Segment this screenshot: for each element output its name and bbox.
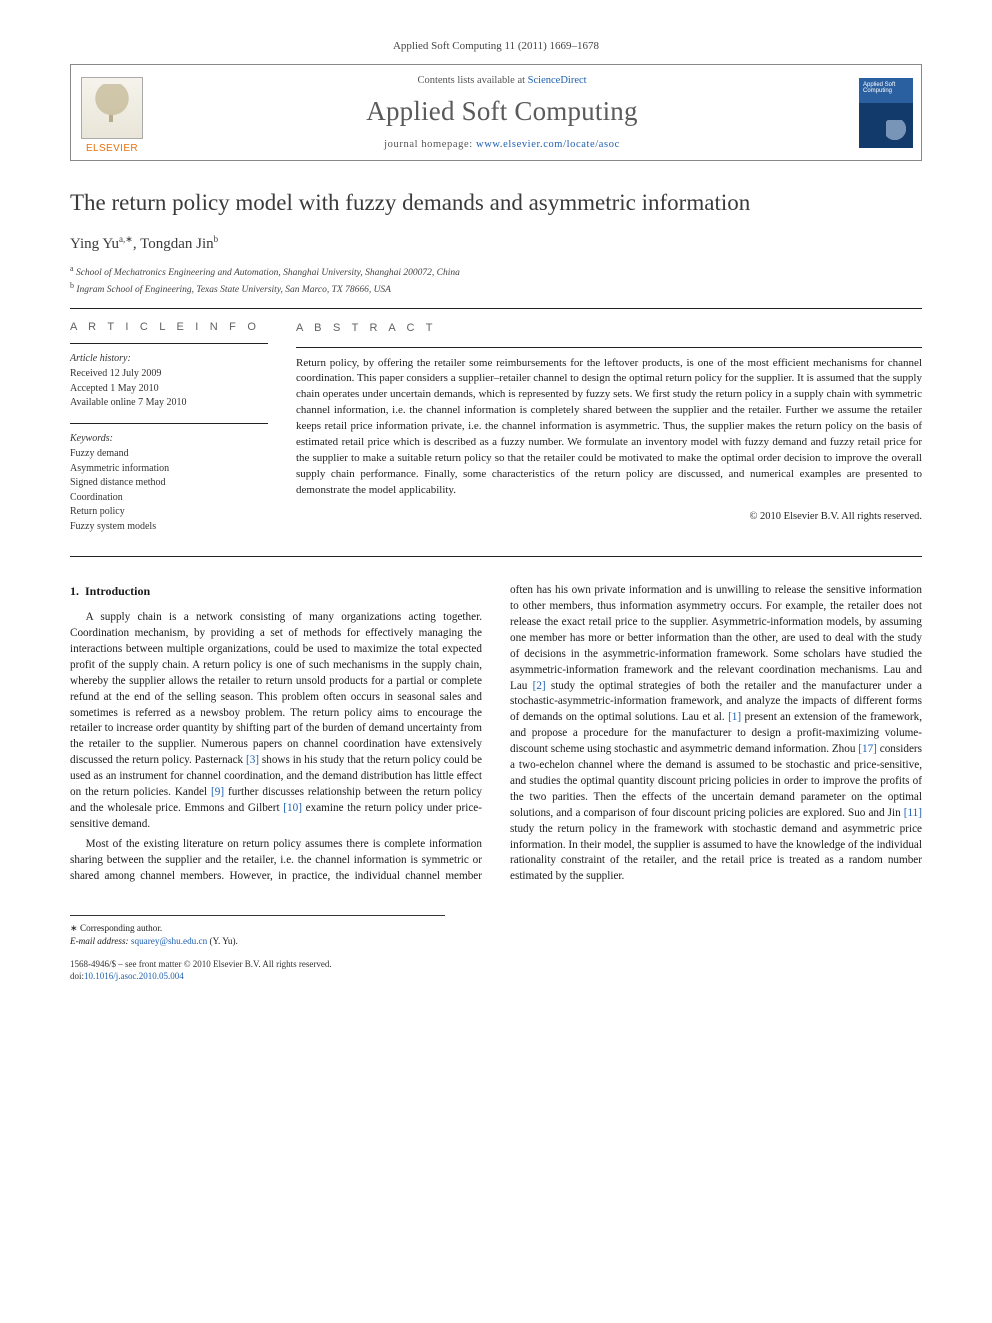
keywords-label: Keywords:: [70, 432, 268, 447]
text-run: A supply chain is a network consisting o…: [70, 611, 482, 766]
aff-b-text: Ingram School of Engineering, Texas Stat…: [74, 285, 391, 295]
affiliations: a School of Mechatronics Engineering and…: [70, 263, 922, 298]
keyword: Return policy: [70, 505, 268, 520]
publisher-label: ELSEVIER: [86, 143, 138, 154]
history-line: Accepted 1 May 2010: [70, 382, 268, 397]
cover-text: Applied Soft Computing: [863, 82, 909, 95]
footnotes: ∗ Corresponding author. E-mail address: …: [70, 915, 445, 948]
publisher-block: ELSEVIER: [71, 65, 153, 160]
doi-line: doi:10.1016/j.asoc.2010.05.004: [70, 970, 922, 983]
journal-cover-icon: Applied Soft Computing: [859, 78, 913, 148]
info-rule-2: [70, 423, 268, 424]
citation-link[interactable]: [1]: [728, 711, 741, 723]
front-matter-line: 1568-4946/$ – see front matter © 2010 El…: [70, 958, 922, 971]
article-info: A R T I C L E I N F O Article history: R…: [70, 321, 268, 547]
keyword: Asymmetric information: [70, 462, 268, 477]
rule-bottom: [70, 556, 922, 557]
author-sep: ,: [133, 236, 140, 252]
journal-header: ELSEVIER Contents lists available at Sci…: [70, 64, 922, 161]
header-center: Contents lists available at ScienceDirec…: [153, 65, 851, 160]
author-2: Tongdan Jin: [140, 236, 214, 252]
citation-link[interactable]: [11]: [904, 807, 922, 819]
history-label: Article history:: [70, 352, 268, 367]
abstract-heading: A B S T R A C T: [296, 321, 922, 337]
citation-link[interactable]: [17]: [858, 743, 877, 755]
section-number: 1.: [70, 584, 79, 598]
info-rule-1: [70, 343, 268, 344]
text-run: study the return policy in the framework…: [510, 823, 922, 883]
homepage-line: journal homepage: www.elsevier.com/locat…: [159, 139, 845, 150]
keyword: Fuzzy demand: [70, 447, 268, 462]
article-title: The return policy model with fuzzy deman…: [70, 189, 922, 218]
affiliation-a: a School of Mechatronics Engineering and…: [70, 263, 922, 280]
homepage-prefix: journal homepage:: [384, 139, 476, 150]
paragraph: A supply chain is a network consisting o…: [70, 610, 482, 833]
history-line: Received 12 July 2009: [70, 367, 268, 382]
corr-text: Corresponding author.: [78, 923, 162, 933]
section-title: Introduction: [85, 584, 150, 598]
cover-block: Applied Soft Computing: [851, 65, 921, 160]
doi-prefix: doi:: [70, 971, 84, 981]
corresponding-note: ∗ Corresponding author.: [70, 922, 445, 935]
sciencedirect-link[interactable]: ScienceDirect: [528, 75, 587, 86]
info-heading: A R T I C L E I N F O: [70, 321, 268, 333]
abstract: A B S T R A C T Return policy, by offeri…: [296, 321, 922, 547]
journal-title: Applied Soft Computing: [159, 96, 845, 127]
abstract-rule: [296, 347, 922, 348]
keyword: Fuzzy system models: [70, 520, 268, 535]
elsevier-tree-icon: [81, 77, 143, 139]
author-1-sup: a,∗: [119, 234, 133, 244]
keyword: Coordination: [70, 491, 268, 506]
doi-link[interactable]: 10.1016/j.asoc.2010.05.004: [84, 971, 184, 981]
author-1: Ying Yu: [70, 236, 119, 252]
keyword: Signed distance method: [70, 476, 268, 491]
citation-link[interactable]: [9]: [211, 786, 224, 798]
bottom-meta: 1568-4946/$ – see front matter © 2010 El…: [70, 958, 922, 983]
history-line: Available online 7 May 2010: [70, 396, 268, 411]
corr-marker: ∗: [70, 923, 78, 933]
contents-line: Contents lists available at ScienceDirec…: [159, 75, 845, 86]
homepage-link[interactable]: www.elsevier.com/locate/asoc: [476, 139, 620, 150]
email-link[interactable]: squarey@shu.edu.cn: [131, 936, 207, 946]
history-block: Article history: Received 12 July 2009 A…: [70, 352, 268, 411]
abstract-text: Return policy, by offering the retailer …: [296, 356, 922, 499]
journal-reference: Applied Soft Computing 11 (2011) 1669–16…: [70, 40, 922, 52]
keywords-block: Keywords: Fuzzy demand Asymmetric inform…: [70, 432, 268, 535]
email-label: E-mail address:: [70, 936, 131, 946]
abstract-copyright: © 2010 Elsevier B.V. All rights reserved…: [296, 509, 922, 524]
body-text: 1. Introduction A supply chain is a netw…: [70, 583, 922, 887]
citation-link[interactable]: [10]: [283, 802, 302, 814]
section-heading: 1. Introduction: [70, 583, 482, 600]
info-abstract-row: A R T I C L E I N F O Article history: R…: [70, 309, 922, 557]
contents-prefix: Contents lists available at: [417, 75, 527, 86]
affiliation-b: b Ingram School of Engineering, Texas St…: [70, 280, 922, 297]
citation-link[interactable]: [2]: [533, 680, 546, 692]
authors: Ying Yua,∗, Tongdan Jinb: [70, 234, 922, 253]
email-suffix: (Y. Yu).: [207, 936, 238, 946]
email-note: E-mail address: squarey@shu.edu.cn (Y. Y…: [70, 935, 445, 948]
citation-link[interactable]: [3]: [246, 754, 259, 766]
author-2-sup: b: [214, 234, 219, 244]
aff-a-text: School of Mechatronics Engineering and A…: [74, 268, 460, 278]
